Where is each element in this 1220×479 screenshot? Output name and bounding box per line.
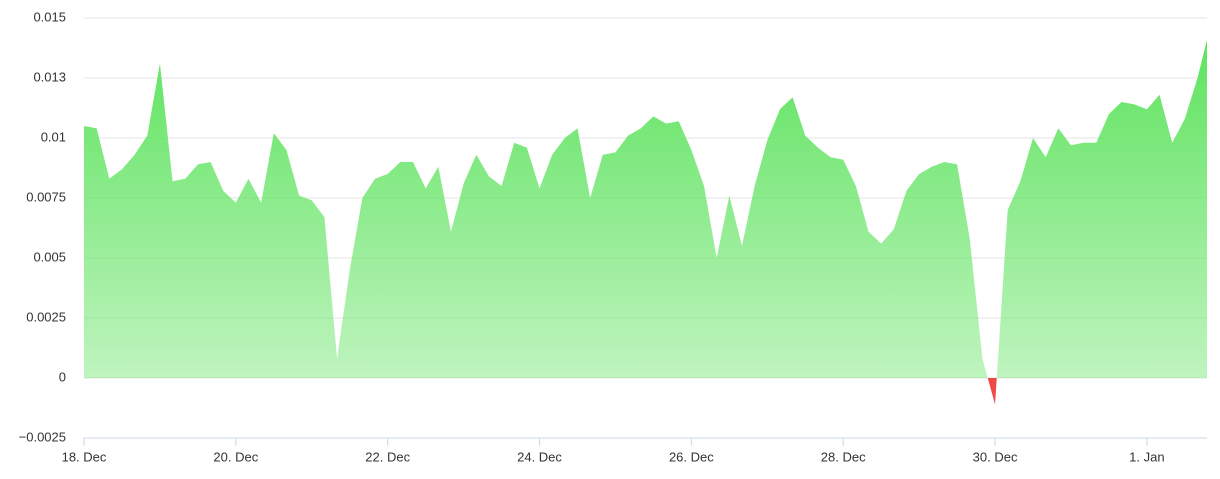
x-tick-label: 24. Dec: [517, 449, 562, 464]
y-tick-label: −0.0025: [19, 429, 66, 444]
x-tick-label: 20. Dec: [213, 449, 258, 464]
x-tick-label: 26. Dec: [669, 449, 714, 464]
y-tick-label: 0.015: [33, 9, 66, 24]
y-tick-label: 0.005: [33, 249, 66, 264]
x-tick-label: 30. Dec: [973, 449, 1018, 464]
y-tick-label: 0.0025: [26, 309, 66, 324]
y-tick-label: 0.0075: [26, 189, 66, 204]
x-tick-label: 28. Dec: [821, 449, 866, 464]
x-tick-label: 1. Jan: [1129, 449, 1164, 464]
area-positive: [84, 39, 1207, 378]
x-tick-label: 22. Dec: [365, 449, 410, 464]
y-tick-label: 0.013: [33, 69, 66, 84]
x-tick-label: 18. Dec: [62, 449, 107, 464]
y-tick-label: 0: [59, 369, 66, 384]
y-tick-label: 0.01: [41, 129, 66, 144]
